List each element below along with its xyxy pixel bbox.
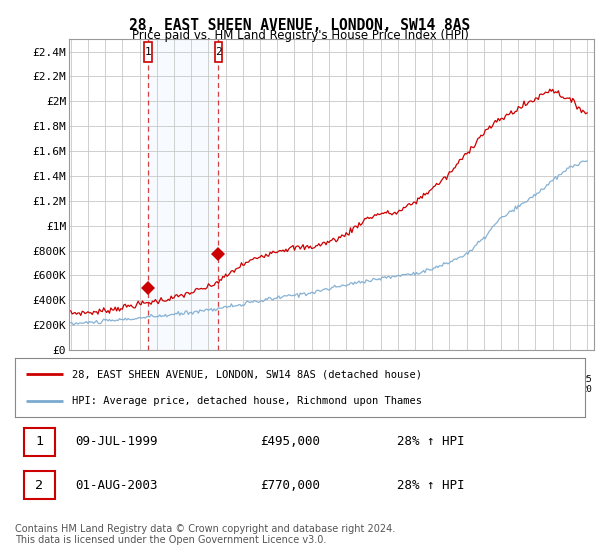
Text: 11
20: 11 20 (341, 375, 352, 394)
Text: 1: 1 (35, 435, 43, 449)
Text: 04
20: 04 20 (220, 375, 231, 394)
Text: 15
20: 15 20 (410, 375, 421, 394)
Text: 17
20: 17 20 (444, 375, 455, 394)
Text: 25
20: 25 20 (582, 375, 592, 394)
Text: 03
20: 03 20 (203, 375, 214, 394)
Text: 12
20: 12 20 (358, 375, 369, 394)
FancyBboxPatch shape (23, 472, 55, 499)
Text: £770,000: £770,000 (260, 479, 320, 492)
Text: £495,000: £495,000 (260, 435, 320, 449)
Text: 02
20: 02 20 (186, 375, 197, 394)
FancyBboxPatch shape (215, 41, 222, 62)
Text: 10
20: 10 20 (323, 375, 334, 394)
Text: 28, EAST SHEEN AVENUE, LONDON, SW14 8AS: 28, EAST SHEEN AVENUE, LONDON, SW14 8AS (130, 18, 470, 33)
Text: 01-AUG-2003: 01-AUG-2003 (75, 479, 157, 492)
Text: 08
20: 08 20 (289, 375, 300, 394)
Text: 99
19: 99 19 (134, 375, 145, 394)
Text: 09-JUL-1999: 09-JUL-1999 (75, 435, 157, 449)
Text: 14
20: 14 20 (392, 375, 403, 394)
Text: 07
20: 07 20 (272, 375, 283, 394)
Text: 09
20: 09 20 (307, 375, 317, 394)
Text: 19
20: 19 20 (478, 375, 489, 394)
Text: 96
19: 96 19 (83, 375, 94, 394)
Text: 21
20: 21 20 (513, 375, 524, 394)
Text: 00
20: 00 20 (151, 375, 162, 394)
Text: Contains HM Land Registry data © Crown copyright and database right 2024.
This d: Contains HM Land Registry data © Crown c… (15, 524, 395, 545)
Text: 05
20: 05 20 (238, 375, 248, 394)
Text: Price paid vs. HM Land Registry's House Price Index (HPI): Price paid vs. HM Land Registry's House … (131, 29, 469, 42)
Text: 13
20: 13 20 (375, 375, 386, 394)
Text: 1: 1 (145, 46, 152, 57)
Text: 06
20: 06 20 (254, 375, 265, 394)
Text: 97
19: 97 19 (100, 375, 110, 394)
Text: 28% ↑ HPI: 28% ↑ HPI (397, 479, 464, 492)
Text: 20
20: 20 20 (496, 375, 506, 394)
Text: 95
19: 95 19 (65, 375, 76, 394)
FancyBboxPatch shape (145, 41, 152, 62)
Text: 01
20: 01 20 (169, 375, 179, 394)
Text: 24
20: 24 20 (565, 375, 575, 394)
Text: HPI: Average price, detached house, Richmond upon Thames: HPI: Average price, detached house, Rich… (72, 396, 422, 407)
Text: 2: 2 (215, 46, 222, 57)
Bar (148, 39, 218, 350)
Text: 28, EAST SHEEN AVENUE, LONDON, SW14 8AS (detached house): 28, EAST SHEEN AVENUE, LONDON, SW14 8AS … (72, 369, 422, 379)
FancyBboxPatch shape (23, 428, 55, 456)
Text: 23
20: 23 20 (547, 375, 558, 394)
Text: 98
19: 98 19 (117, 375, 128, 394)
Text: 16
20: 16 20 (427, 375, 437, 394)
Text: 22
20: 22 20 (530, 375, 541, 394)
Text: 18
20: 18 20 (461, 375, 472, 394)
Text: 2: 2 (35, 479, 43, 492)
Text: 28% ↑ HPI: 28% ↑ HPI (397, 435, 464, 449)
